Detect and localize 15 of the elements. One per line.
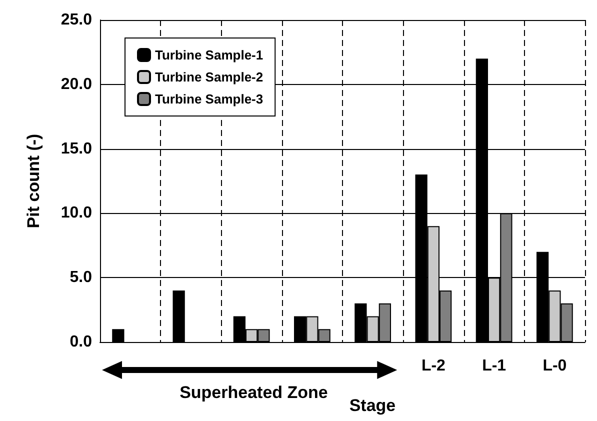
x-axis-title: Stage — [349, 396, 396, 415]
text: Superheated Zone — [180, 383, 328, 402]
legend-label: Turbine Sample-3 — [155, 92, 264, 106]
x-tick-label: L-1 — [482, 358, 506, 374]
y-axis-title: Pit count (-) — [24, 134, 43, 228]
y-tick-label: 5.0 — [70, 269, 92, 286]
y-tick-label: 15.0 — [60, 140, 92, 158]
legend-label: Turbine Sample-1 — [155, 48, 264, 62]
y-tick-label: 0.0 — [70, 334, 92, 350]
y-tick-label: 20.0 — [60, 76, 92, 93]
legend-label: Turbine Sample-2 — [155, 70, 264, 84]
y-tick-label: 25.0 — [60, 12, 92, 28]
y-tick-label: 10.0 — [60, 204, 92, 222]
x-tick-label: L-2 — [421, 358, 446, 374]
x-tick-label: L-0 — [542, 358, 567, 374]
